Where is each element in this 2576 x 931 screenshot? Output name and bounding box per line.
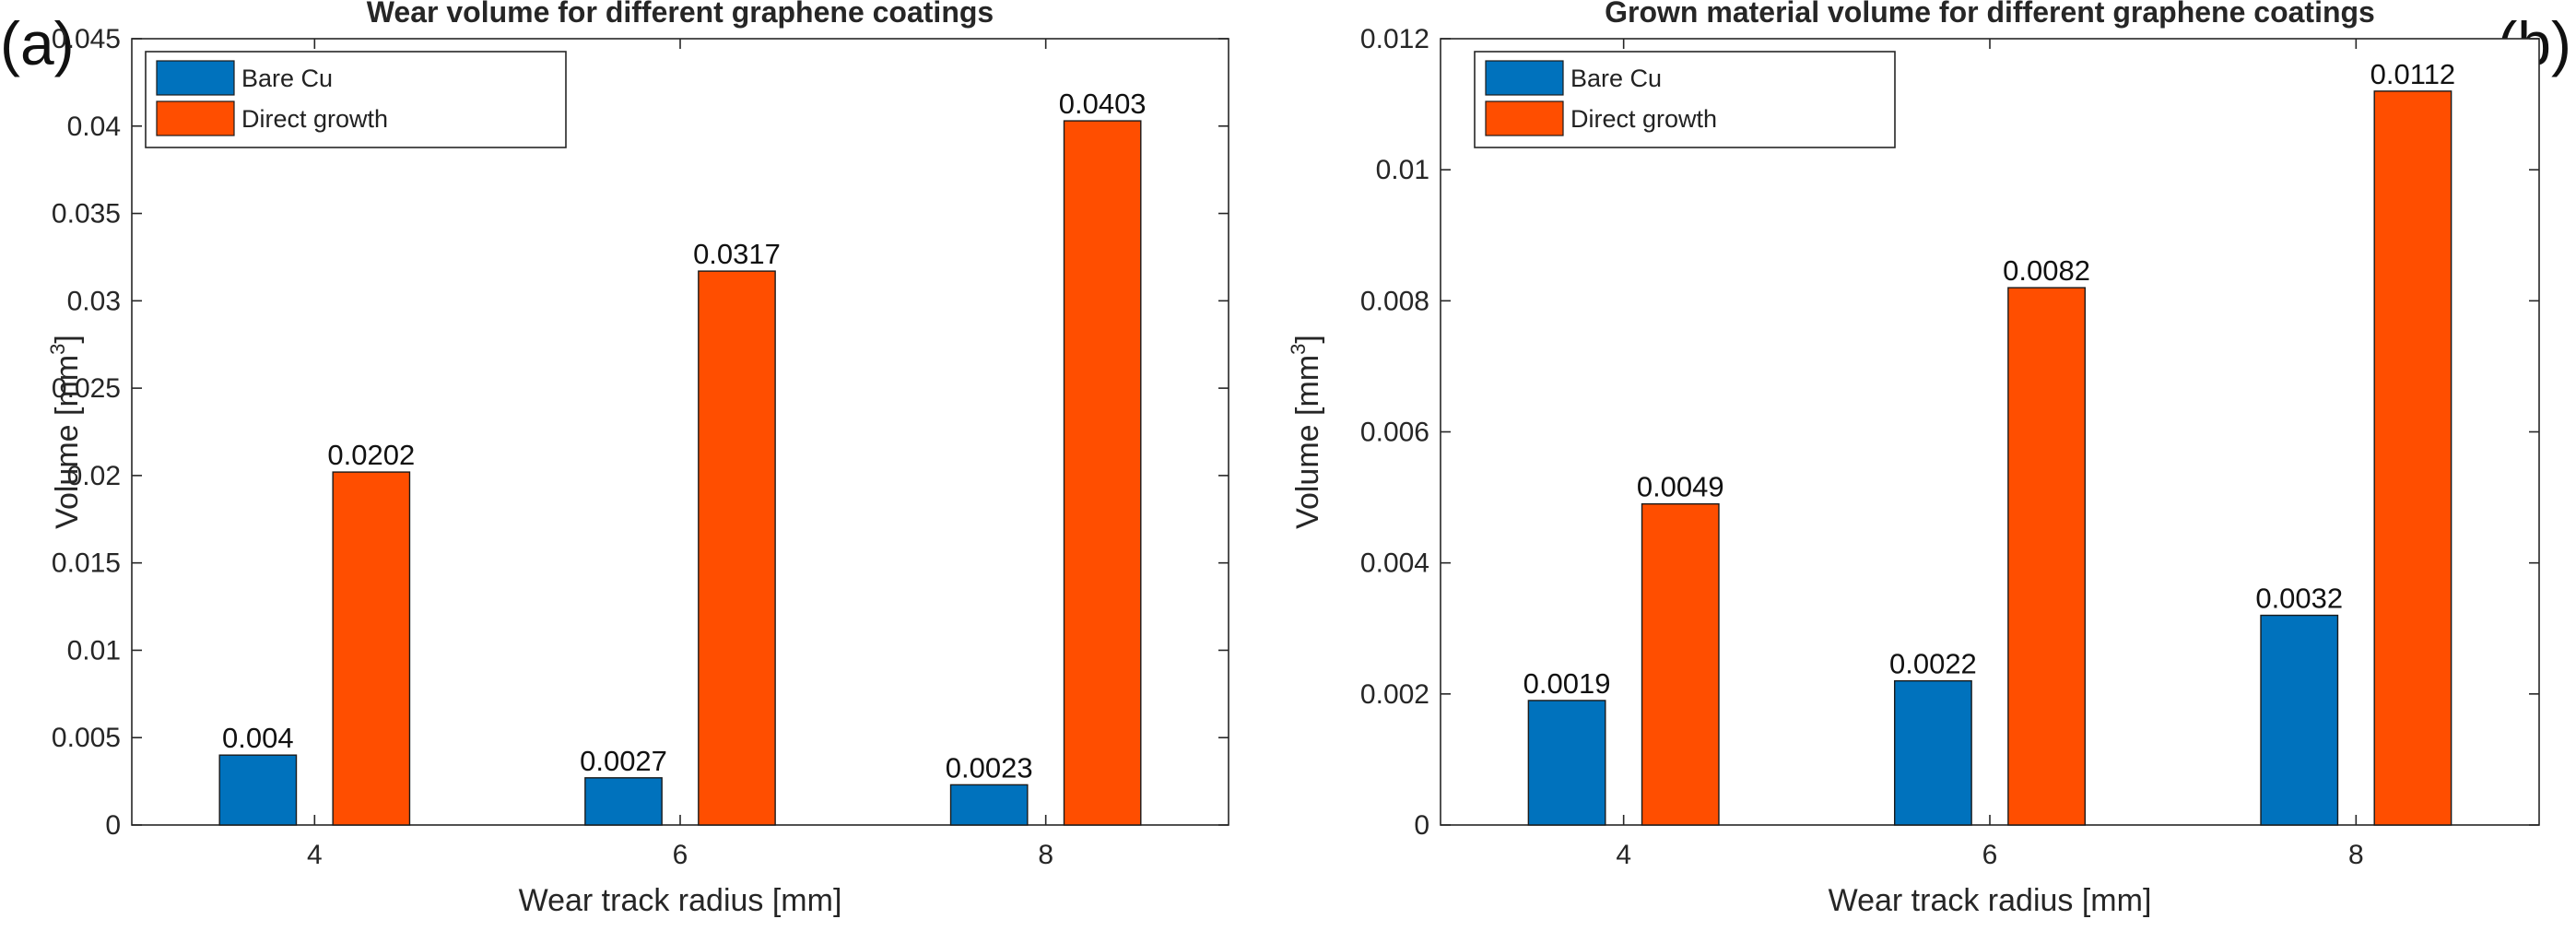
- y-tick-label: 0.045: [52, 24, 121, 54]
- bar-direct-growth: [1641, 502, 1720, 826]
- x-tick-label: 6: [673, 840, 688, 870]
- data-label: 0.0403: [1059, 88, 1147, 120]
- bar-direct-growth: [2373, 90, 2452, 826]
- data-label: 0.0082: [2003, 254, 2090, 287]
- y-axis-label-close: ]: [1290, 335, 1325, 343]
- legend: Bare Cu Direct growth: [145, 51, 567, 148]
- y-tick-label: 0.002: [1360, 679, 1429, 710]
- bar-bare-cu: [218, 754, 298, 826]
- bar-bare-cu: [1527, 700, 1606, 826]
- panel-label: (a): [0, 9, 75, 77]
- bar-bare-cu: [584, 777, 663, 826]
- data-label: 0.004: [222, 722, 294, 754]
- bar-bare-cu: [1893, 679, 1972, 826]
- legend-label: Direct growth: [241, 105, 388, 133]
- y-axis-label-main: Volume [mm: [50, 355, 85, 529]
- plot-area: [1440, 38, 2540, 826]
- data-label: 0.0317: [693, 238, 781, 270]
- data-label: 0.0032: [2255, 583, 2343, 615]
- legend-swatch-bare-cu: [1485, 60, 1564, 96]
- plot-area: [131, 38, 1229, 826]
- x-tick-label: 8: [1038, 840, 1053, 870]
- legend-swatch-bare-cu: [156, 60, 235, 96]
- y-tick-label: 0.04: [67, 112, 121, 142]
- y-tick-label: 0.035: [52, 199, 121, 230]
- x-tick-label: 4: [1616, 840, 1631, 870]
- y-tick-label: 0.004: [1360, 548, 1429, 579]
- y-tick-label: 0.01: [67, 635, 121, 666]
- legend-label: Bare Cu: [241, 65, 333, 92]
- y-tick-label: 0.02: [67, 461, 121, 491]
- data-label: 0.0202: [327, 439, 415, 471]
- y-tick-label: 0.01: [1376, 155, 1429, 185]
- legend: Bare Cu Direct growth: [1474, 51, 1896, 148]
- data-label: 0.0112: [2370, 58, 2456, 90]
- y-tick-label: 0.008: [1360, 286, 1429, 316]
- data-label: 0.0019: [1523, 667, 1611, 700]
- chart-panel-b: (b)Grown material volume for different g…: [1287, 0, 2571, 918]
- bar-direct-growth: [1063, 120, 1142, 826]
- chart-panel-a: (a) Wear volume for different graphene co…: [0, 0, 1229, 918]
- chart-title: Wear volume for different graphene coati…: [367, 0, 994, 29]
- legend-label: Bare Cu: [1570, 65, 1662, 92]
- y-tick-label: 0: [105, 810, 121, 841]
- y-tick-label: 0.006: [1360, 418, 1429, 448]
- x-tick-label: 6: [1982, 840, 1998, 870]
- x-axis-label: Wear track radius [mm]: [519, 883, 842, 918]
- legend-label: Direct growth: [1570, 105, 1717, 133]
- y-axis-label: Volume [mm3]: [46, 335, 85, 529]
- y-tick-label: 0.03: [67, 286, 121, 316]
- legend-swatch-direct-growth: [1485, 100, 1564, 136]
- data-label: 0.0023: [946, 751, 1033, 784]
- y-tick-label: 0: [1414, 810, 1429, 841]
- bar-direct-growth: [698, 270, 776, 826]
- y-tick-label: 0.025: [52, 373, 121, 404]
- y-axis-label-superscript: 3: [1287, 344, 1310, 355]
- data-label: 0.0049: [1637, 471, 1724, 503]
- y-tick-label: 0.005: [52, 723, 121, 753]
- y-axis-label-superscript: 3: [46, 344, 69, 355]
- y-axis-label-close: ]: [50, 335, 85, 343]
- chart-title: Grown material volume for different grap…: [1605, 0, 2375, 29]
- bar-direct-growth: [332, 471, 411, 826]
- x-tick-label: 8: [2348, 840, 2364, 870]
- y-tick-label: 0.015: [52, 548, 121, 579]
- data-label: 0.0027: [580, 745, 667, 777]
- y-axis-label: Volume [mm3]: [1287, 335, 1325, 529]
- data-label: 0.0022: [1889, 648, 1977, 680]
- bar-direct-growth: [2007, 287, 2087, 826]
- legend-swatch-direct-growth: [156, 100, 235, 136]
- y-axis-label-main: Volume [mm: [1290, 355, 1325, 529]
- bar-bare-cu: [949, 784, 1029, 826]
- x-axis-label: Wear track radius [mm]: [1829, 883, 2152, 918]
- x-tick-label: 4: [307, 840, 323, 870]
- bar-bare-cu: [2260, 614, 2339, 826]
- y-tick-label: 0.012: [1360, 24, 1429, 54]
